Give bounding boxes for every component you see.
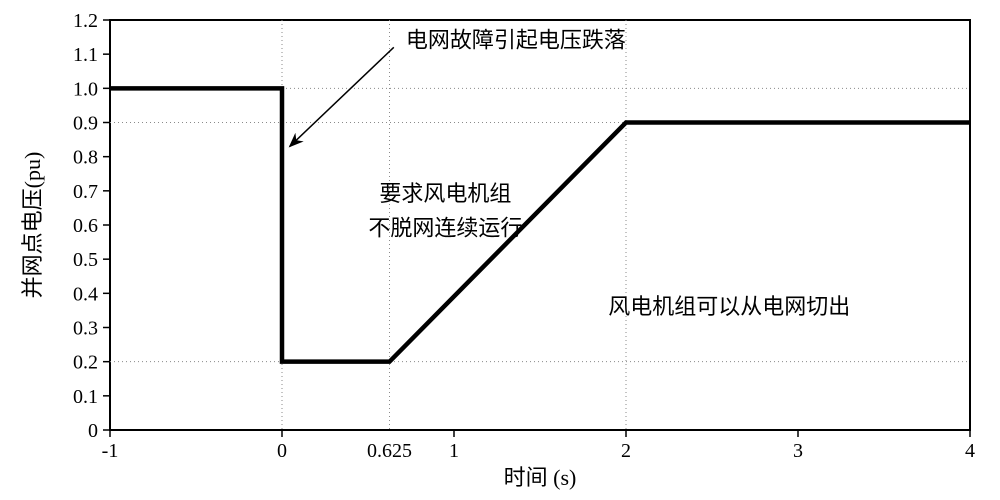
plot-area [110, 20, 970, 430]
y-ticks: 0 0.1 0.2 0.3 0.4 0.5 0.6 0.7 0.8 0.9 1.0 1.1 1.2 [73, 10, 110, 442]
x-ticks: -1 0 1 2 3 4 0.625 [102, 430, 975, 462]
y-tick-label: 0.5 [73, 249, 98, 271]
chart-svg: 0 0.1 0.2 0.3 0.4 0.5 0.6 0.7 0.8 0.9 1.0 1.1 1.2 -1… [0, 0, 1000, 500]
x-tick-label: 3 [793, 440, 803, 462]
y-tick-label: 0.4 [73, 283, 98, 305]
y-axis-label: 并网点电压(pu) [20, 152, 45, 299]
label-stay-on-line2: 不脱网连续运行 [368, 215, 522, 240]
y-tick-label: 0 [88, 420, 98, 442]
x-tick-label: 2 [621, 440, 631, 462]
x-tick-label: 1 [449, 440, 459, 462]
y-tick-label: 1.2 [73, 10, 98, 32]
label-cut-out: 风电机组可以从电网切出 [608, 294, 850, 319]
x-tick-label: 4 [965, 440, 975, 462]
label-stay-on-line1: 要求风电机组 [379, 181, 511, 206]
y-tick-label: 0.7 [73, 181, 98, 203]
y-tick-label: 1.0 [73, 78, 98, 100]
lvrt-chart: 0 0.1 0.2 0.3 0.4 0.5 0.6 0.7 0.8 0.9 1.0 1.1 1.2 -1… [0, 0, 1000, 500]
y-tick-label: 0.1 [73, 386, 98, 408]
x-tick-label: 0 [277, 440, 287, 462]
x-axis-label: 时间 (s) [504, 465, 577, 490]
y-tick-label: 0.9 [73, 113, 98, 135]
y-tick-label: 1.1 [73, 44, 98, 66]
y-tick-label: 0.3 [73, 318, 98, 340]
x-tick-label-extra: 0.625 [367, 440, 412, 462]
y-tick-label: 0.8 [73, 147, 98, 169]
x-tick-label: -1 [102, 440, 119, 462]
y-tick-label: 0.6 [73, 215, 98, 237]
label-grid-fault: 电网故障引起电压跌落 [406, 27, 626, 52]
y-tick-label: 0.2 [73, 352, 98, 374]
